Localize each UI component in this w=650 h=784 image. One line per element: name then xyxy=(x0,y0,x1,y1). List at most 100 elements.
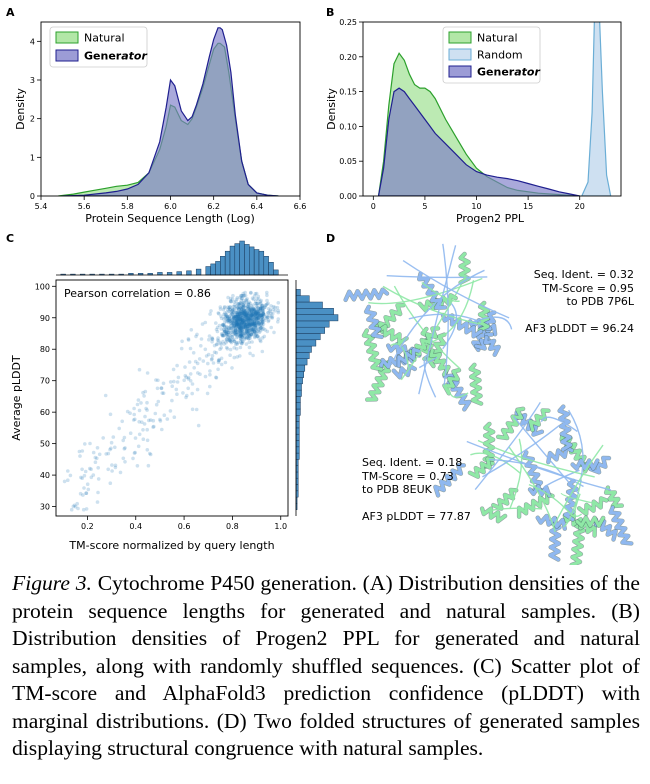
scatter-point xyxy=(256,309,261,314)
scatter-point xyxy=(231,321,236,325)
scatter-point xyxy=(253,313,258,317)
panel-c-xlabel: TM-score normalized by query length xyxy=(68,539,274,552)
scatter-point xyxy=(146,463,151,468)
scatter-point xyxy=(230,309,234,313)
scatter-point xyxy=(161,381,166,386)
scatter-point xyxy=(255,306,260,311)
panel-a-generator-density xyxy=(62,27,279,196)
scatter-point xyxy=(242,336,247,340)
scatter-point xyxy=(255,305,259,309)
scatter-point xyxy=(228,299,233,303)
scatter-point xyxy=(240,310,244,314)
scatter-point xyxy=(238,322,242,327)
scatter-point xyxy=(257,312,262,317)
scatter-point xyxy=(95,500,100,504)
scatter-point xyxy=(221,323,225,327)
scatter-point xyxy=(231,320,236,324)
scatter-point xyxy=(238,316,242,321)
y-hist-bar xyxy=(295,289,301,296)
scatter-point xyxy=(260,336,265,340)
scatter-point xyxy=(246,307,250,311)
scatter-point xyxy=(224,319,229,324)
scatter-point xyxy=(243,325,248,330)
scatter-point xyxy=(249,317,254,321)
scatter-point xyxy=(238,311,243,315)
scatter-point xyxy=(216,358,221,363)
scatter-point xyxy=(254,317,258,321)
scatter-point xyxy=(226,335,230,339)
scatter-point xyxy=(259,323,263,327)
scatter-point xyxy=(232,339,237,344)
scatter-point xyxy=(239,317,243,322)
scatter-point xyxy=(188,379,193,383)
scatter-point xyxy=(240,322,244,327)
y-hist-bar xyxy=(295,402,301,410)
scatter-point xyxy=(237,327,242,332)
scatter-point xyxy=(203,347,208,352)
scatter-point xyxy=(241,293,246,298)
scatter-point xyxy=(254,291,259,296)
scatter-point xyxy=(230,334,235,339)
scatter-point xyxy=(231,310,235,315)
scatter-point xyxy=(241,330,246,334)
scatter-point xyxy=(85,482,90,487)
scatter-point xyxy=(256,306,260,310)
scatter-point xyxy=(235,330,240,335)
scatter-point xyxy=(214,342,219,347)
scatter-point xyxy=(247,319,251,324)
scatter-point xyxy=(261,312,266,317)
scatter-point xyxy=(246,323,251,328)
scatter-point xyxy=(239,311,244,316)
panel-a-xtick-label: 6.4 xyxy=(250,202,263,211)
s1-spacer xyxy=(525,309,634,323)
scatter-point xyxy=(222,306,227,310)
panel-b-axes-frame xyxy=(362,21,622,197)
scatter-point xyxy=(229,330,233,335)
scatter-point xyxy=(245,330,250,335)
scatter-point xyxy=(79,475,83,480)
x-hist-bar xyxy=(253,249,260,276)
scatter-point xyxy=(250,325,254,329)
scatter-point xyxy=(250,328,255,333)
scatter-point xyxy=(165,417,170,421)
scatter-point xyxy=(256,317,261,322)
scatter-point xyxy=(234,319,239,323)
scatter-point xyxy=(239,293,243,298)
scatter-point xyxy=(270,311,275,316)
scatter-point xyxy=(77,449,82,454)
scatter-point xyxy=(236,322,240,327)
scatter-point xyxy=(256,313,260,318)
scatter-point xyxy=(224,333,228,338)
scatter-point xyxy=(239,325,243,330)
scatter-point xyxy=(261,312,266,316)
scatter-point xyxy=(238,326,243,331)
x-hist-bar xyxy=(186,270,192,276)
scatter-point xyxy=(247,326,251,331)
scatter-point xyxy=(210,337,214,341)
scatter-point xyxy=(247,308,252,313)
scatter-point xyxy=(255,334,260,338)
scatter-point xyxy=(272,330,276,335)
scatter-point xyxy=(88,441,92,446)
scatter-point xyxy=(104,452,108,456)
scatter-point xyxy=(246,326,251,331)
scatter-point xyxy=(111,435,116,439)
panel-d-structures xyxy=(343,243,634,565)
panel-b-density-chart: 0 5 10 15 20 0.00 0.05 0.10 0.15 0.20 0.25 Progen… xyxy=(325,18,622,225)
scatter-point xyxy=(260,319,265,323)
scatter-point xyxy=(243,332,247,336)
scatter-point xyxy=(234,332,238,336)
scatter-point xyxy=(221,322,225,327)
panel-c-ytick-label: 100 xyxy=(35,282,50,291)
scatter-point xyxy=(153,411,158,416)
scatter-point xyxy=(247,322,251,326)
scatter-point xyxy=(66,478,70,483)
scatter-point xyxy=(110,463,114,467)
scatter-point xyxy=(250,313,254,317)
x-hist-bar xyxy=(239,240,245,276)
scatter-point xyxy=(250,330,254,335)
scatter-point xyxy=(208,369,212,373)
scatter-point xyxy=(269,311,274,316)
scatter-point xyxy=(257,314,262,319)
scatter-point xyxy=(242,309,247,313)
